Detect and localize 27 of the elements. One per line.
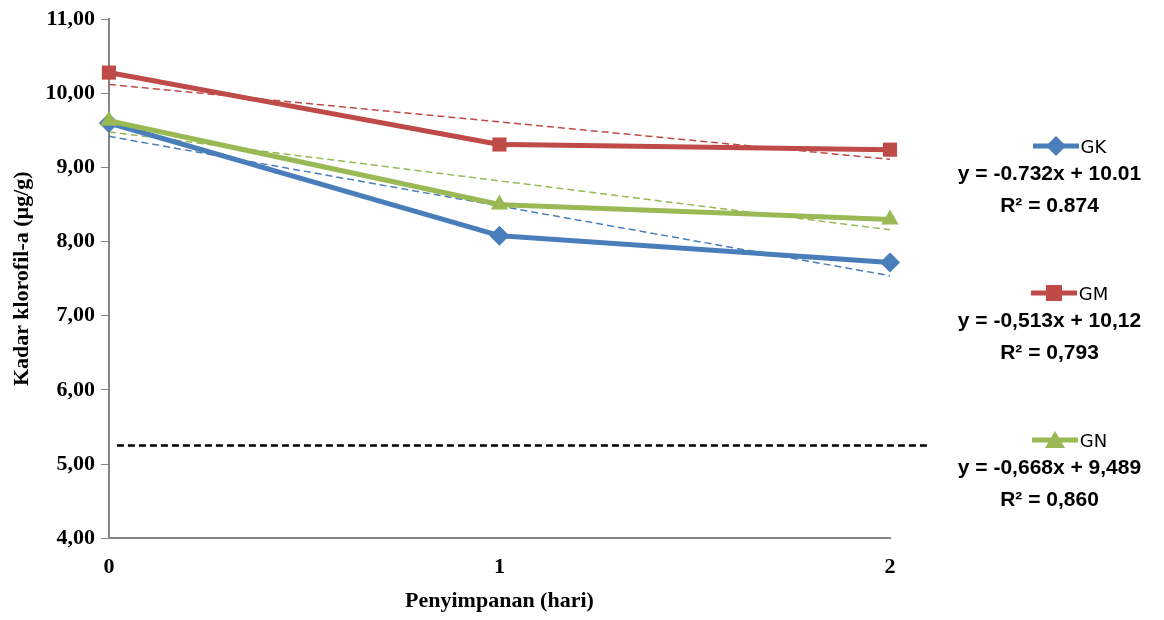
x-tick-label: 1 bbox=[493, 553, 505, 579]
legend-label: GN bbox=[1079, 429, 1108, 451]
legend-label: GK bbox=[1080, 135, 1107, 157]
x-axis-title: Penyimpanan (hari) bbox=[405, 587, 594, 613]
text: R² = 0,860 bbox=[999, 486, 1100, 512]
point bbox=[880, 252, 900, 273]
y-tick-label: 8,00 bbox=[56, 227, 95, 253]
y-tick-label: 6,00 bbox=[56, 375, 95, 401]
y-tick-label: 9,00 bbox=[56, 153, 95, 179]
y-tick-label: 10,00 bbox=[45, 79, 95, 105]
point bbox=[492, 137, 507, 152]
y-tick-label: 7,00 bbox=[56, 301, 95, 327]
legend-label: GM bbox=[1078, 282, 1109, 304]
text: y = -0.732x + 10.01 bbox=[956, 160, 1143, 186]
point bbox=[101, 65, 116, 80]
text: y = -0,668x + 9,489 bbox=[956, 454, 1143, 480]
point bbox=[882, 142, 898, 157]
text: R² = 0.874 bbox=[999, 192, 1100, 218]
text: y = -0,513x + 10,12 bbox=[956, 307, 1143, 333]
y-tick-label: 5,00 bbox=[56, 449, 95, 475]
point bbox=[489, 225, 510, 246]
y-tick-label: 11,00 bbox=[46, 4, 95, 30]
y-tick-label: 4,00 bbox=[56, 523, 95, 549]
x-tick-label: 2 bbox=[884, 553, 896, 579]
text: R² = 0,793 bbox=[999, 339, 1100, 365]
y-axis-title: Kadar klorofil-a (µg/g) bbox=[7, 171, 33, 387]
x-tick-label: 0 bbox=[103, 553, 115, 579]
